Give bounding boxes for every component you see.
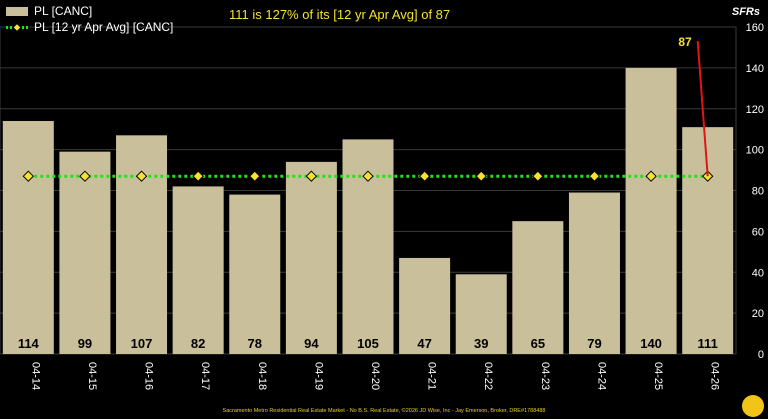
- legend-line-swatch: [6, 22, 28, 32]
- average-marker: [22, 170, 35, 182]
- chart-headline: 111 is 127% of its [12 yr Apr Avg] of 87: [229, 7, 451, 22]
- x-tick-label: 04-20: [369, 362, 381, 390]
- callout-leader-line: [696, 40, 709, 177]
- average-marker: [135, 170, 148, 182]
- x-tick-label: 04-26: [709, 362, 721, 390]
- x-tick-label: 04-18: [256, 362, 268, 390]
- bar-value-label: 65: [531, 336, 545, 351]
- x-tick-label: 04-22: [482, 362, 494, 390]
- y-axis-ticks: 0 20 40 60 80 100 120 140 160: [746, 22, 764, 361]
- x-tick-label: 04-23: [539, 362, 551, 390]
- x-tick-label: 04-24: [595, 362, 607, 390]
- average-marker: [645, 170, 657, 182]
- bar-value-label: 94: [304, 336, 319, 351]
- bar-value-label: 82: [191, 336, 205, 351]
- average-marker: [475, 170, 487, 182]
- bar-value-label: 78: [248, 336, 262, 351]
- bar: [455, 274, 507, 354]
- bar-value-label: 140: [640, 336, 662, 351]
- x-tick-label: 04-19: [312, 362, 324, 390]
- bars: [2, 67, 734, 354]
- callout: 87: [678, 35, 709, 177]
- y-tick-label: 140: [746, 63, 764, 75]
- x-tick-label: 04-14: [29, 362, 41, 390]
- bar-value-label: 114: [18, 336, 40, 351]
- bar: [512, 221, 564, 354]
- x-tick-label: 04-25: [652, 362, 664, 390]
- y-tick-label: 60: [752, 226, 764, 238]
- bar: [625, 67, 677, 354]
- legend: PL [CANC] PL [12 yr Apr Avg] [CANC]: [6, 3, 173, 35]
- bar-value-label: 107: [131, 336, 153, 351]
- average-marker: [418, 170, 431, 182]
- bar-value-label: 105: [357, 336, 379, 351]
- bar-value-label: 99: [78, 336, 92, 351]
- average-marker: [192, 170, 204, 182]
- average-marker: [249, 170, 261, 182]
- average-marker: [362, 170, 374, 182]
- bar: [59, 151, 111, 354]
- bar: [682, 127, 734, 354]
- x-tick-label: 04-16: [143, 362, 155, 390]
- legend-bar-swatch: [6, 6, 28, 16]
- bar: [2, 121, 54, 354]
- bar: [116, 135, 168, 354]
- legend-item-average: PL [12 yr Apr Avg] [CANC]: [6, 19, 173, 35]
- bar-value-label: 79: [587, 336, 601, 351]
- bar: [568, 192, 620, 354]
- legend-line-label: PL [12 yr Apr Avg] [CANC]: [34, 20, 174, 34]
- bar-value-label: 39: [474, 336, 488, 351]
- bar-value-label: 111: [698, 336, 718, 351]
- bar-value-labels: 114 99 107 82 78 94 105 47 39 65 79 140 111: [18, 336, 718, 351]
- bar: [285, 161, 337, 354]
- y-tick-label: 40: [752, 267, 764, 279]
- x-axis-ticks: 04-14 04-15 04-16 04-17 04-18 04-19 04-20 04-21…: [29, 362, 720, 390]
- y-axis-unit-label: SFRs: [731, 6, 760, 18]
- callout-label: 87: [678, 35, 692, 49]
- y-tick-label: 20: [752, 308, 764, 320]
- y-tick-label: 100: [746, 145, 764, 157]
- y-tick-label: 120: [746, 104, 764, 116]
- legend-bar-label: PL [CANC]: [34, 4, 93, 18]
- y-tick-label: 80: [752, 186, 764, 198]
- bar: [399, 257, 451, 354]
- y-tick-label: 0: [758, 349, 764, 361]
- footer-credit: Sacramento Metro Residential Real Estate…: [222, 408, 546, 414]
- y-tick-label: 160: [746, 22, 764, 34]
- x-tick-label: 04-21: [426, 362, 438, 390]
- legend-item-bars: PL [CANC]: [6, 3, 173, 19]
- bar: [172, 186, 224, 354]
- bar-value-label: 47: [417, 336, 431, 351]
- average-marker: [588, 170, 601, 182]
- average-marker: [79, 170, 91, 182]
- x-tick-label: 04-15: [86, 362, 98, 390]
- average-marker: [532, 170, 544, 182]
- bar: [229, 194, 281, 354]
- x-tick-label: 04-17: [199, 362, 211, 390]
- average-marker: [305, 170, 318, 182]
- brand-logo: [742, 395, 764, 417]
